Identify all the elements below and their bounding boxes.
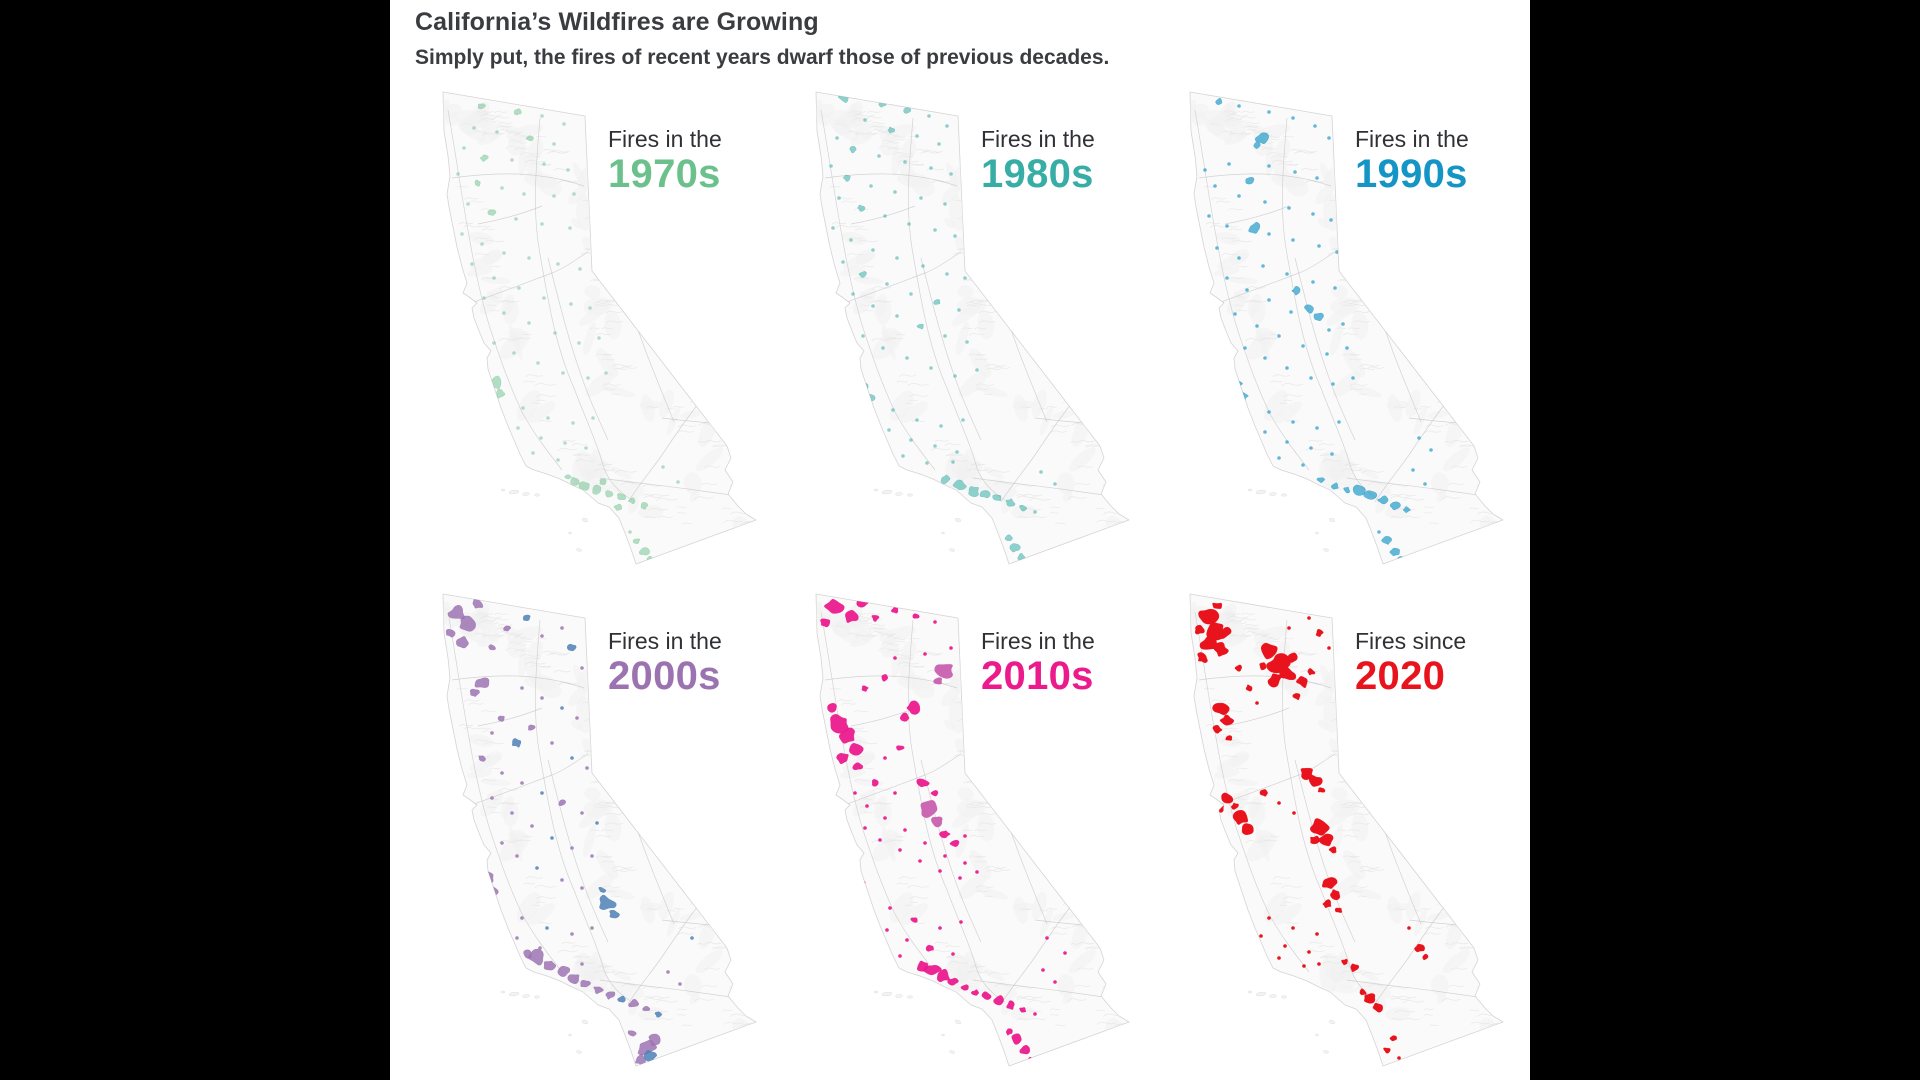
article-canvas: California’s Wildfires are Growing Simpl…	[390, 0, 1530, 1080]
page-title: California’s Wildfires are Growing	[415, 8, 819, 36]
california-map-2000s	[442, 593, 757, 1067]
panel-label-prefix-1970s: Fires in the	[608, 126, 722, 152]
panel-label-1970s: Fires in the 1970s	[608, 126, 722, 197]
panel-label-decade-2010s: 2010s	[981, 654, 1094, 699]
california-map-1970s	[442, 91, 757, 565]
california-map-1990s	[1189, 91, 1504, 565]
panel-label-2020: Fires since 2020	[1355, 628, 1467, 699]
map-panel-2010s: Fires in the 2010s	[795, 588, 1168, 1080]
letterbox-left	[0, 0, 390, 1080]
panel-label-prefix-1980s: Fires in the	[981, 126, 1095, 152]
california-map-2010s	[815, 593, 1130, 1067]
california-map-2020	[1189, 593, 1504, 1067]
california-map-1980s	[815, 91, 1130, 565]
map-panel-2020: Fires since 2020	[1169, 588, 1542, 1080]
map-panel-1980s: Fires in the 1980s	[795, 86, 1168, 588]
panel-label-decade-2000s: 2000s	[608, 654, 721, 699]
panel-label-1990s: Fires in the 1990s	[1355, 126, 1469, 197]
panel-label-decade-1970s: 1970s	[608, 152, 721, 197]
article-header: California’s Wildfires are Growing Simpl…	[415, 8, 1109, 70]
panel-label-2000s: Fires in the 2000s	[608, 628, 722, 699]
map-panel-1970s: Fires in the 1970s	[422, 86, 795, 588]
map-panel-1990s: Fires in the 1990s	[1169, 86, 1542, 588]
panel-label-prefix-2000s: Fires in the	[608, 628, 722, 654]
panel-label-prefix-1990s: Fires in the	[1355, 126, 1469, 152]
panel-label-2010s: Fires in the 2010s	[981, 628, 1095, 699]
panel-label-decade-1990s: 1990s	[1355, 152, 1468, 197]
panel-label-prefix-2020: Fires since	[1355, 628, 1467, 654]
panel-label-1980s: Fires in the 1980s	[981, 126, 1095, 197]
map-panel-2000s: Fires in the 2000s	[422, 588, 795, 1080]
panel-label-decade-1980s: 1980s	[981, 152, 1094, 197]
page-subtitle: Simply put, the fires of recent years dw…	[415, 46, 1110, 69]
panel-label-decade-2020: 2020	[1355, 654, 1446, 699]
panel-label-prefix-2010s: Fires in the	[981, 628, 1095, 654]
letterbox-right	[1530, 0, 1920, 1080]
